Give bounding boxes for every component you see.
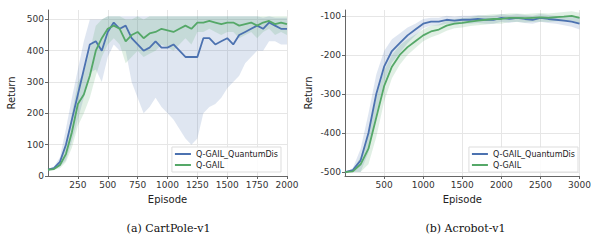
svg-text:1500: 1500	[451, 180, 474, 190]
svg-text:-300: -300	[321, 89, 342, 99]
svg-text:1750: 1750	[246, 180, 269, 190]
svg-text:1500: 1500	[216, 180, 239, 190]
svg-text:500: 500	[375, 180, 392, 190]
svg-text:1000: 1000	[156, 180, 179, 190]
svg-text:-400: -400	[321, 128, 342, 138]
svg-text:0: 0	[38, 171, 44, 181]
svg-text:200: 200	[27, 108, 44, 118]
svg-text:-500: -500	[321, 167, 342, 177]
svg-text:-200: -200	[321, 50, 342, 60]
svg-text:1000: 1000	[412, 180, 435, 190]
svg-text:100: 100	[27, 140, 44, 150]
svg-text:Episode: Episode	[148, 194, 187, 205]
svg-text:300: 300	[27, 77, 44, 87]
svg-text:Episode: Episode	[443, 194, 482, 205]
svg-text:1250: 1250	[186, 180, 209, 190]
svg-text:Q-GAIL: Q-GAIL	[196, 161, 225, 170]
svg-text:Q-GAIL_QuantumDis: Q-GAIL_QuantumDis	[493, 150, 575, 159]
svg-text:500: 500	[27, 14, 44, 24]
svg-text:3000: 3000	[568, 180, 591, 190]
svg-text:-100: -100	[321, 11, 342, 21]
svg-text:(b) Acrobot-v1: (b) Acrobot-v1	[425, 222, 505, 235]
svg-text:400: 400	[27, 46, 44, 56]
svg-text:2500: 2500	[529, 180, 552, 190]
svg-text:Q-GAIL: Q-GAIL	[493, 161, 522, 170]
svg-text:Return: Return	[6, 76, 17, 109]
svg-text:Return: Return	[303, 76, 314, 109]
svg-text:2000: 2000	[276, 180, 299, 190]
svg-text:500: 500	[99, 180, 116, 190]
svg-text:250: 250	[69, 180, 86, 190]
svg-text:2000: 2000	[490, 180, 513, 190]
svg-text:Q-GAIL_QuantumDis: Q-GAIL_QuantumDis	[196, 150, 278, 159]
svg-text:(a) CartPole-v1: (a) CartPole-v1	[127, 222, 211, 235]
svg-text:750: 750	[129, 180, 146, 190]
